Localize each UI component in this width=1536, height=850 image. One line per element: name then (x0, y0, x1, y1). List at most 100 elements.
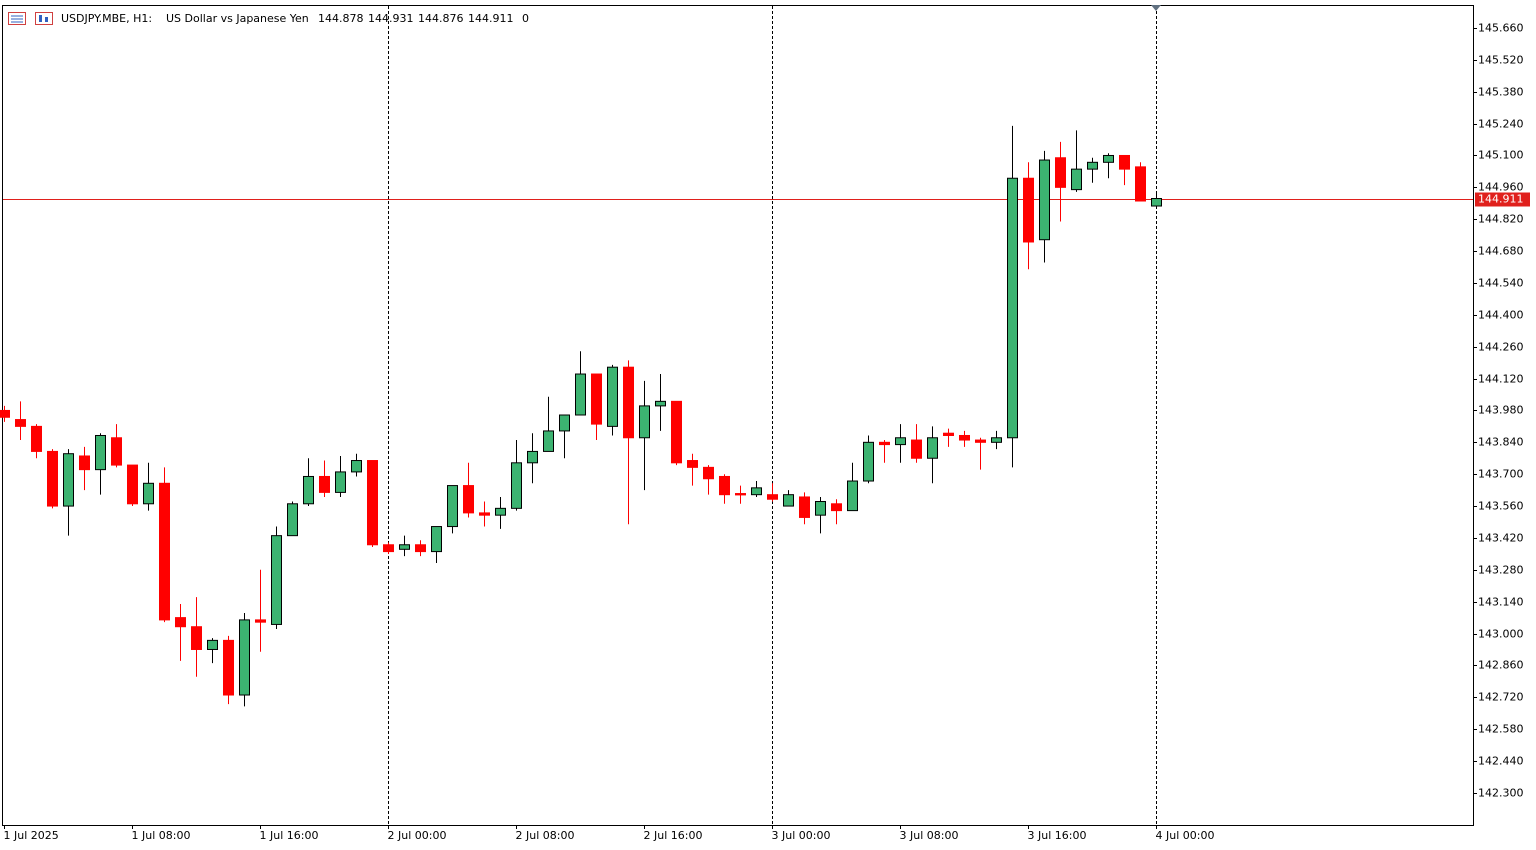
header-open: 144.878 (318, 12, 364, 25)
y-tick-label: 144.120 (1478, 373, 1524, 386)
plot-frame (2, 5, 1474, 826)
candle-body (351, 460, 362, 473)
candle-body (1103, 154, 1114, 163)
candle-body (1023, 177, 1034, 243)
candle-body (287, 503, 298, 537)
price-label-box (1475, 192, 1530, 207)
y-tick-label: 142.720 (1478, 691, 1524, 704)
candle-body (831, 503, 842, 512)
candle-body (719, 475, 730, 496)
x-tick-label: 3 Jul 00:00 (772, 829, 831, 842)
candle-body (943, 432, 954, 436)
candle-body (671, 400, 682, 464)
candle-body (1151, 198, 1162, 207)
icon (35, 12, 53, 25)
y-tick-label: 145.100 (1478, 149, 1524, 162)
candle-body (1055, 157, 1066, 188)
y-tick-label: 143.700 (1478, 468, 1524, 481)
candle-body (527, 450, 538, 464)
candle-body (559, 414, 570, 432)
candle-body (607, 366, 618, 427)
header-description: US Dollar vs Japanese Yen (166, 12, 309, 25)
y-tick-label: 145.520 (1478, 54, 1524, 67)
x-tick-label: 2 Jul 16:00 (644, 829, 703, 842)
candle-body (479, 512, 490, 516)
x-tick-label: 3 Jul 08:00 (900, 829, 959, 842)
candle-body (447, 485, 458, 528)
y-tick-label: 144.260 (1478, 341, 1524, 354)
x-tick-label: 1 Jul 2025 (4, 829, 59, 842)
candle-body (687, 460, 698, 468)
icon-bar (39, 15, 42, 22)
y-tick-label: 142.440 (1478, 755, 1524, 768)
candle-body (511, 462, 522, 509)
candle-body (895, 437, 906, 446)
candle-body (207, 639, 218, 650)
x-tick-label: 4 Jul 00:00 (1156, 829, 1215, 842)
price-label: 144.911 (1478, 193, 1524, 206)
candle-body (591, 373, 602, 425)
candle-body (495, 507, 506, 516)
y-tick-label: 144.400 (1478, 309, 1524, 322)
candle-body (175, 617, 186, 628)
y-tick-label: 143.980 (1478, 404, 1524, 417)
candle-body (399, 544, 410, 550)
candle-body (655, 400, 666, 407)
candle-body (463, 485, 474, 514)
candle-body (991, 437, 1002, 443)
candle-body (63, 453, 74, 507)
y-tick-label: 142.580 (1478, 723, 1524, 736)
y-tick-label: 144.820 (1478, 213, 1524, 226)
x-tick-label: 2 Jul 08:00 (516, 829, 575, 842)
y-tick-label: 145.660 (1478, 22, 1524, 35)
y-tick-label: 143.840 (1478, 436, 1524, 449)
y-tick-label: 143.560 (1478, 500, 1524, 513)
candle-body (79, 455, 90, 471)
y-tick-label: 145.380 (1478, 86, 1524, 99)
candle-body (127, 464, 138, 505)
candle-body (639, 405, 650, 439)
header-close: 144.911 (468, 12, 514, 25)
candle-body (383, 544, 394, 553)
y-tick-label: 143.000 (1478, 628, 1524, 641)
candle-body (751, 487, 762, 496)
x-tick-label: 1 Jul 16:00 (260, 829, 319, 842)
candle-body (271, 535, 282, 625)
icon-bar (45, 17, 48, 22)
candle-body (703, 466, 714, 480)
candle-body (255, 619, 266, 623)
candle-body (47, 450, 58, 507)
candle-body (15, 419, 26, 427)
candle-body (1039, 159, 1050, 241)
y-tick-label: 144.680 (1478, 245, 1524, 258)
last-bar-marker (1151, 5, 1161, 11)
candle-body (1087, 161, 1098, 170)
header-symbol: USDJPY.MBE, H1: (61, 12, 152, 25)
candle-body (863, 441, 874, 482)
header-high: 144.931 (368, 12, 414, 25)
candle-body (335, 471, 346, 493)
y-tick-label: 142.860 (1478, 659, 1524, 672)
y-tick-label: 145.240 (1478, 118, 1524, 131)
candle-body (879, 441, 890, 446)
header-icons (8, 12, 53, 25)
candle-body (1007, 177, 1018, 439)
candle-body (783, 494, 794, 507)
candle-body (143, 482, 154, 505)
candle-body (0, 409, 10, 418)
candle-body (303, 475, 314, 505)
y-tick-label: 144.960 (1478, 181, 1524, 194)
candle-body (575, 373, 586, 416)
candle-body (543, 430, 554, 452)
candle-body (319, 475, 330, 493)
x-tick-label: 1 Jul 08:00 (132, 829, 191, 842)
x-tick-label: 3 Jul 16:00 (1028, 829, 1087, 842)
y-tick-label: 143.280 (1478, 564, 1524, 577)
candle-body (367, 460, 378, 546)
x-tick-label: 2 Jul 00:00 (388, 829, 447, 842)
candle-body (159, 482, 170, 621)
candle-body (767, 494, 778, 500)
candle-body (111, 437, 122, 466)
